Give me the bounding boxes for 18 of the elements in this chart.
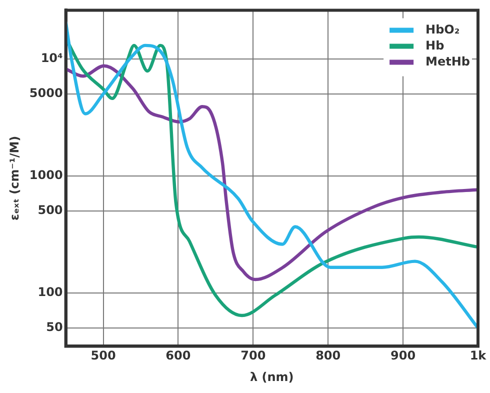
y-tick-label: 1000 (29, 168, 63, 182)
y-tick-label: 100 (38, 284, 63, 299)
x-tick-label: 800 (316, 348, 341, 363)
x-tick-label: 600 (166, 348, 191, 363)
legend-label: HbO₂ (426, 22, 460, 36)
x-tick-label: 500 (90, 348, 116, 363)
x-tick-label: 1k (470, 348, 488, 363)
y-tick-label: 50 (46, 320, 63, 334)
x-tick-label: 900 (390, 348, 416, 363)
line-series (66, 64, 478, 282)
legend-label: Hb (426, 38, 445, 52)
y-tick-label: 5000 (29, 86, 63, 100)
legend-label: MetHb (426, 54, 470, 68)
x-tick-label: 700 (240, 348, 266, 363)
x-axis-title: λ (nm) (250, 370, 294, 384)
y-tick-label: 10⁴ (40, 50, 63, 65)
y-axis-title: εₑₓₜ (cm⁻¹/M) (7, 136, 22, 221)
y-tick-label: 500 (38, 203, 63, 218)
